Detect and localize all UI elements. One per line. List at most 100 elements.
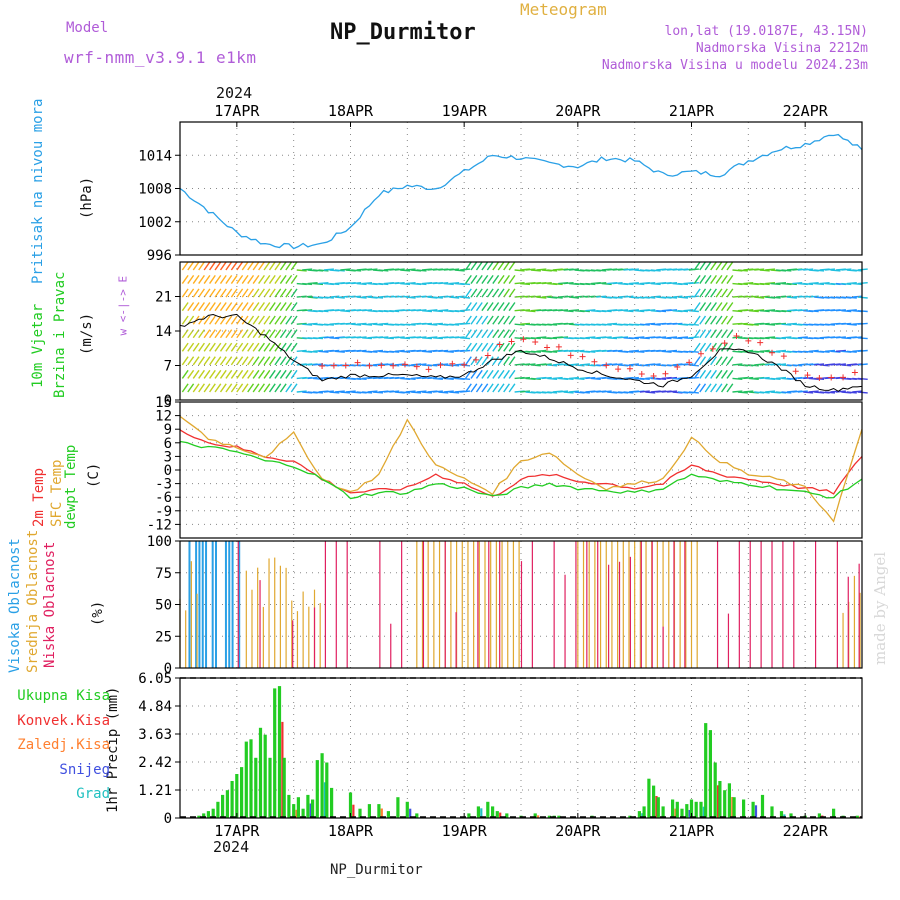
gust-mark — [532, 339, 539, 346]
wind-barb — [323, 364, 334, 367]
wind-barb — [612, 268, 623, 271]
wind-barb — [307, 309, 318, 313]
wind-barb — [411, 322, 422, 325]
wind-barb — [852, 269, 863, 272]
wind-barb — [639, 269, 650, 272]
wind-barb — [367, 268, 378, 271]
wind-barb — [334, 364, 345, 367]
wind-barb — [841, 377, 852, 380]
wind-barb — [574, 337, 585, 340]
precip-bar — [637, 811, 641, 818]
wind-barb — [569, 349, 580, 353]
wind-barb — [192, 356, 200, 366]
precip-bar — [694, 801, 698, 818]
wind-barb — [400, 364, 411, 367]
wind-barb — [519, 309, 531, 312]
pressure-title: Pritisak na nivou mora — [30, 98, 46, 284]
precip-bar — [751, 801, 755, 818]
wind-barb — [743, 349, 754, 353]
wind-barb — [411, 336, 422, 339]
wind-barb — [672, 350, 683, 353]
wind-barb — [748, 377, 759, 380]
precip-bar — [273, 688, 277, 818]
wind-barb — [558, 349, 569, 353]
wind-barb — [786, 268, 797, 271]
wind-barb — [236, 274, 244, 284]
wind-barb — [198, 261, 205, 271]
wind-barb — [313, 363, 324, 366]
wind-barb — [443, 336, 454, 339]
wind-barb — [345, 282, 356, 285]
precip-bar — [708, 730, 712, 818]
meteogram-label: Meteogram — [520, 0, 607, 19]
precip-bar — [671, 799, 675, 818]
wind-barb — [383, 350, 394, 353]
wind-barb — [852, 377, 863, 380]
wind-barb — [786, 309, 797, 312]
wind-barb — [775, 269, 787, 272]
wind-barb — [454, 309, 465, 313]
wind-barb — [841, 282, 852, 286]
wind-barb — [405, 268, 416, 271]
wind-barb — [721, 369, 728, 379]
wind-barb — [835, 296, 846, 299]
wind-barb — [497, 288, 505, 298]
wind-barb — [803, 350, 814, 353]
wind-barb — [187, 369, 195, 379]
precip-bar — [330, 787, 334, 818]
wind-barb — [345, 390, 356, 393]
wind-barb — [219, 315, 227, 325]
wind-barb — [781, 391, 792, 394]
wind-barb — [808, 363, 819, 366]
wind-barb — [427, 376, 438, 380]
wind-barb — [693, 356, 701, 366]
precip-bar — [315, 760, 319, 818]
wind-barb — [329, 322, 340, 325]
wind-barb — [181, 329, 189, 339]
wind-barb — [704, 274, 712, 284]
wind-barb — [754, 322, 765, 325]
wind-barb — [672, 337, 683, 340]
wind-barb — [819, 268, 830, 271]
wind-barb — [219, 342, 227, 352]
wind-barb — [247, 369, 255, 379]
wind-barb — [372, 269, 384, 272]
wind-barb — [541, 350, 552, 353]
wind-barb — [443, 282, 454, 286]
wind-barb — [351, 364, 362, 367]
wind-barb — [667, 376, 678, 380]
precip-bar — [685, 804, 689, 818]
wind-barb — [672, 363, 683, 366]
wind-barb — [340, 322, 351, 325]
precip-bar — [803, 815, 807, 818]
wind-barb — [732, 269, 743, 272]
wind-barb — [650, 309, 661, 313]
wind-barb — [460, 377, 471, 380]
precip-bar — [292, 804, 296, 818]
wind-barb — [362, 282, 373, 285]
precip-bar — [491, 806, 495, 818]
wind-barb — [372, 282, 384, 286]
wind-barb — [449, 391, 460, 394]
wind-barb — [443, 268, 454, 271]
wind-barb — [334, 282, 345, 285]
wind-barb — [421, 337, 433, 340]
wind-barb — [715, 383, 723, 393]
wind-barb — [579, 337, 590, 340]
wind-barb — [274, 274, 282, 284]
wind-barb — [274, 261, 282, 271]
precip-bar — [216, 801, 220, 818]
wind-barb — [857, 337, 868, 340]
wind-barb — [661, 322, 672, 325]
wind-barb — [726, 315, 734, 325]
wind-barb — [628, 323, 639, 326]
gust-mark — [449, 360, 456, 367]
wind-barb — [313, 296, 324, 299]
wind-barb — [846, 269, 857, 272]
wind-barb — [683, 295, 694, 298]
wind-barb — [475, 274, 483, 284]
wind-barb — [677, 336, 689, 339]
wind-barb — [514, 282, 525, 285]
precip-bar — [742, 799, 746, 818]
wind-barb — [830, 322, 841, 325]
